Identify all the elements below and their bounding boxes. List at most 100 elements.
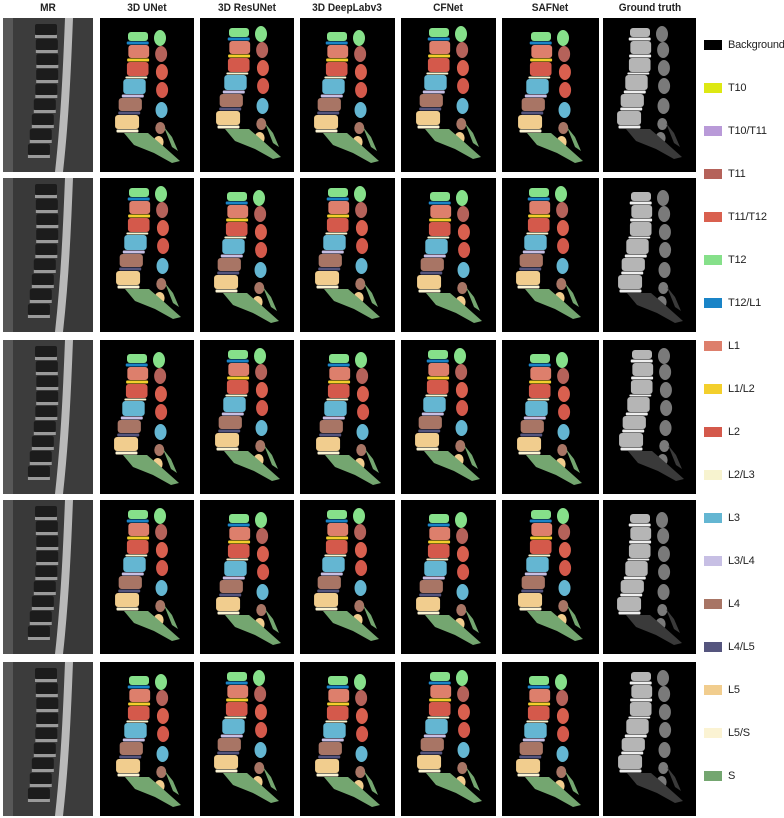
panel-ground-truth-row-2	[603, 178, 696, 332]
posterior-element	[353, 30, 365, 46]
vertebra-segment	[430, 205, 452, 218]
vertebra-segment	[327, 384, 350, 398]
disc-segment	[327, 214, 350, 218]
disc-segment	[318, 267, 341, 271]
mr-disc	[27, 637, 50, 640]
mr-vertebra	[35, 199, 58, 210]
posterior-element	[254, 686, 267, 702]
vertebra-segment	[328, 689, 350, 702]
posterior-element	[657, 118, 668, 130]
disc-segment	[628, 37, 651, 41]
disc-segment	[427, 523, 450, 527]
mr-disc	[35, 739, 58, 742]
sacrum-segment	[525, 289, 581, 319]
posterior-element	[458, 722, 471, 738]
posterior-element	[558, 580, 571, 596]
posterior-element	[658, 564, 671, 580]
sacrum-segment	[667, 767, 681, 791]
posterior-element	[658, 224, 671, 240]
vertebra-segment	[519, 254, 543, 267]
disc-segment	[328, 380, 351, 384]
disc-segment	[530, 58, 553, 62]
panel-safnet-row-3	[502, 340, 599, 494]
disc-segment	[423, 734, 446, 738]
mr-vertebra	[27, 466, 50, 477]
sacrum-segment	[566, 449, 580, 473]
sacrum-segment	[164, 127, 178, 151]
legend-swatch	[704, 40, 722, 50]
sacrum-segment	[666, 123, 680, 147]
mr-image	[3, 178, 93, 332]
posterior-element	[456, 546, 469, 562]
disc-segment	[118, 111, 141, 115]
posterior-element	[156, 202, 169, 218]
posterior-element	[256, 546, 269, 562]
mr-vertebra	[36, 376, 59, 387]
disc-segment	[624, 254, 647, 258]
legend-item-t10-t11: T10/T11	[704, 123, 767, 139]
mr-vertebra	[36, 69, 59, 80]
vertebra-segment	[427, 58, 450, 72]
vertebra-segment	[524, 235, 547, 250]
mr-disc	[27, 799, 50, 802]
mr-vertebra	[33, 581, 56, 592]
vertebra-segment	[123, 557, 146, 572]
posterior-element	[557, 508, 569, 524]
disc-segment	[420, 271, 443, 275]
disc-segment	[630, 218, 653, 222]
segmentation-mask	[415, 348, 480, 481]
disc-segment	[215, 289, 238, 293]
vertebra-segment	[229, 514, 249, 523]
panel-3d-unet-row-5	[100, 662, 194, 816]
vertebra-segment	[417, 275, 442, 289]
vertebra-segment	[529, 676, 549, 685]
sacrum-segment	[466, 287, 480, 311]
disc-segment	[217, 611, 240, 615]
vertebra-segment	[417, 755, 442, 769]
vertebra-segment	[423, 397, 446, 412]
vertebra-segment	[115, 115, 140, 129]
posterior-element	[155, 404, 168, 420]
sacrum-segment	[424, 451, 480, 481]
disc-segment	[417, 611, 440, 615]
mr-vertebra	[35, 39, 58, 50]
sacrum-segment	[527, 611, 583, 641]
mr-disc	[31, 125, 54, 128]
panel-ground-truth-row-4	[603, 500, 696, 654]
disc-segment	[629, 394, 652, 397]
sacrum-segment	[426, 293, 482, 323]
legend-swatch	[704, 427, 722, 437]
posterior-element	[458, 242, 471, 258]
disc-segment	[426, 558, 449, 561]
posterior-element	[256, 400, 269, 416]
posterior-element	[156, 690, 169, 706]
mr-disc	[31, 447, 54, 450]
disc-segment	[627, 558, 650, 561]
disc-segment	[126, 519, 149, 523]
posterior-element	[155, 64, 168, 80]
sacrum-segment	[567, 127, 581, 151]
disc-segment	[629, 201, 652, 205]
panel-safnet-row-5	[502, 662, 599, 816]
disc-segment	[127, 197, 150, 201]
disc-segment	[428, 201, 451, 205]
mr-vertebra	[31, 596, 54, 607]
posterior-element	[659, 382, 672, 398]
panel-3d-deeplabv3-row-5	[300, 662, 395, 816]
vertebra-segment	[529, 62, 552, 76]
vertebra-segment	[328, 201, 350, 214]
posterior-element	[657, 60, 670, 76]
sacrum-segment	[324, 777, 380, 807]
vertebra-segment	[621, 738, 645, 751]
posterior-element	[456, 42, 469, 58]
mr-vertebra	[35, 244, 58, 255]
disc-segment	[316, 773, 339, 777]
disc-segment	[420, 751, 443, 755]
disc-segment	[119, 755, 142, 759]
disc-segment	[222, 90, 245, 94]
sacrum-segment	[465, 609, 479, 633]
disc-segment	[623, 90, 646, 94]
sacrum-segment	[263, 287, 277, 311]
vertebra-segment	[428, 350, 448, 359]
vertebra-segment	[316, 437, 341, 451]
